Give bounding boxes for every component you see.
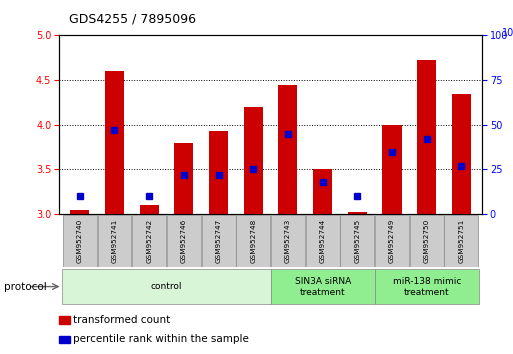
Bar [417,61,436,214]
Bar [244,107,263,214]
FancyBboxPatch shape [340,215,374,267]
Text: GSM952746: GSM952746 [181,219,187,263]
Text: protocol: protocol [4,281,47,292]
Bar [105,71,124,214]
Text: GSM952751: GSM952751 [459,219,464,263]
FancyBboxPatch shape [374,269,479,304]
Bar [383,125,402,214]
FancyBboxPatch shape [306,215,340,267]
Text: control: control [151,282,182,291]
Text: GSM952747: GSM952747 [215,219,222,263]
Bar [70,210,89,214]
FancyBboxPatch shape [63,269,271,304]
Text: miR-138 mimic
treatment: miR-138 mimic treatment [392,276,461,297]
Text: GSM952744: GSM952744 [320,219,326,263]
FancyBboxPatch shape [132,215,166,267]
Y-axis label: 100%: 100% [502,28,513,38]
Bar [209,131,228,214]
FancyBboxPatch shape [444,215,479,267]
Bar [313,170,332,214]
FancyBboxPatch shape [236,215,270,267]
Bar [452,93,471,214]
Text: GSM952742: GSM952742 [146,219,152,263]
Text: SIN3A siRNA
treatment: SIN3A siRNA treatment [294,276,351,297]
Bar [140,205,159,214]
Text: GSM952749: GSM952749 [389,219,395,263]
FancyBboxPatch shape [202,215,235,267]
Text: percentile rank within the sample: percentile rank within the sample [73,335,249,344]
Bar [174,143,193,214]
FancyBboxPatch shape [410,215,444,267]
Text: GSM952745: GSM952745 [354,219,360,263]
FancyBboxPatch shape [271,215,305,267]
FancyBboxPatch shape [167,215,201,267]
FancyBboxPatch shape [97,215,131,267]
Bar [279,85,298,214]
Bar [348,212,367,214]
Text: GSM952740: GSM952740 [77,219,83,263]
Text: GDS4255 / 7895096: GDS4255 / 7895096 [69,12,196,25]
Text: GSM952743: GSM952743 [285,219,291,263]
FancyBboxPatch shape [375,215,409,267]
Text: GSM952748: GSM952748 [250,219,256,263]
Text: GSM952741: GSM952741 [111,219,117,263]
Text: GSM952750: GSM952750 [424,219,430,263]
FancyBboxPatch shape [63,215,97,267]
FancyBboxPatch shape [271,269,374,304]
Text: transformed count: transformed count [73,315,171,325]
